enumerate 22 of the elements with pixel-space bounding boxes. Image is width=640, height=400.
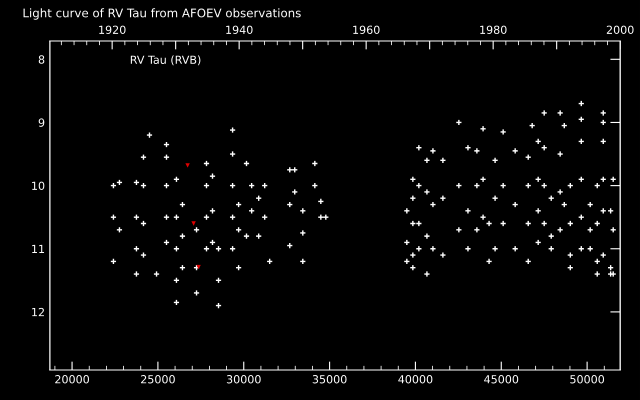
y-tick-label: 12	[32, 308, 44, 316]
y-tick-label: 11	[32, 244, 44, 253]
x-tick-label: 40000	[398, 375, 432, 384]
x-tick-label: 25000	[141, 375, 175, 384]
point	[191, 221, 196, 226]
x2-tick-label: 1980	[480, 26, 507, 34]
point	[185, 163, 190, 168]
x-tick-label: 20000	[55, 375, 89, 384]
y-tick-label: 9	[38, 118, 44, 127]
chart-title: Light curve of RV Tau from AFOEV observations	[24, 8, 301, 20]
x-tick-label: 30000	[226, 375, 261, 384]
y-tick-label: 10	[32, 182, 44, 190]
x2-tick-label: 2000	[606, 26, 634, 34]
x-tick-label: 45000	[484, 375, 518, 384]
x2-tick-label: 1960	[353, 26, 380, 34]
y-tick-label: 8	[38, 55, 44, 64]
point	[196, 264, 201, 270]
annotation: RV Tau (RVB)	[130, 55, 200, 66]
x-tick-label: 35000	[312, 375, 347, 384]
x2-tick-label: 1940	[226, 26, 253, 34]
x-tick-label: 50000	[570, 375, 604, 384]
x2-tick-label: 1920	[99, 26, 126, 34]
